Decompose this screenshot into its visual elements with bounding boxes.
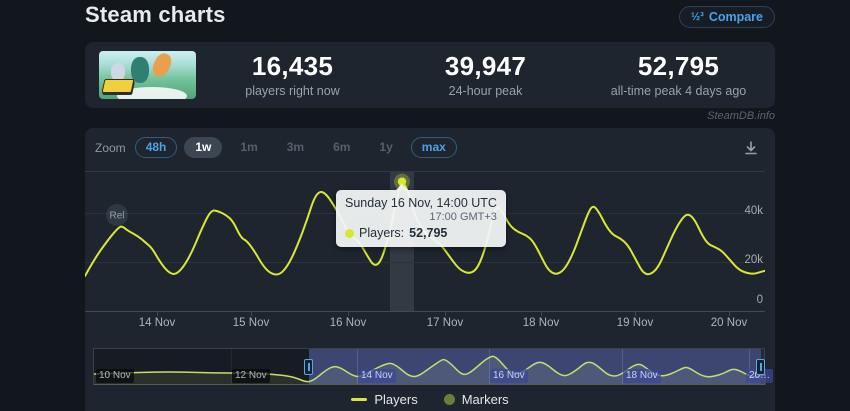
x-axis-label: 18 Nov [522,317,560,329]
stat-current-players: 16,435 players right now [196,51,389,98]
zoom-toolbar: Zoom 48h 1w 1m 3m 6m 1y max [95,137,457,159]
x-axis-label: 17 Nov [426,317,464,329]
y-axis-label: 0 [756,294,763,306]
series-dot-icon [345,228,354,238]
stat-value: 39,947 [444,51,527,82]
chart-panel: Zoom 48h 1w 1m 3m 6m 1y max Rel 40k 20k 0 Sunday… [85,128,775,411]
steamdb-watermark: SteamDB.info [707,110,775,122]
navigator-date-label: 10 Nov [96,369,134,383]
capsule-art [117,87,187,99]
zoom-label: Zoom [95,140,126,155]
legend-item-markers[interactable]: Markers [443,392,509,407]
x-axis-label: 15 Nov [232,317,270,329]
y-axis-label: 40k [744,205,763,217]
tooltip-localtime: 17:00 GMT+3 [429,211,497,223]
stat-label: players right now [245,83,340,98]
stat-value: 16,435 [251,51,334,82]
navigator-left-handle[interactable] [304,359,313,375]
tooltip-date: Sunday 16 Nov, 14:00 UTC [345,196,497,210]
capsule-art [149,51,175,80]
range-navigator[interactable]: 10 Nov 12 Nov 14 Nov 16 Nov 18 Nov 20… [93,348,774,385]
tooltip-series-label: Players: [359,226,405,240]
legend-label: Markers [461,392,509,407]
zoom-button-1y[interactable]: 1y [379,140,393,154]
capsule-art [131,57,149,83]
zoom-button-3m[interactable]: 3m [286,140,305,154]
page-title: Steam charts [85,2,226,27]
stat-label: 24-hour peak [448,83,523,98]
x-axis-label: 16 Nov [329,317,367,329]
download-icon [745,141,757,155]
zoom-button-1m[interactable]: 1m [240,140,258,154]
download-chart-button[interactable] [743,140,759,156]
legend-label: Players [374,392,418,407]
tooltip-players-value: 52,795 [409,226,448,240]
tooltip-arrow [396,184,408,190]
legend-item-players[interactable]: Players [351,392,418,407]
navigator-date-label: 18 Nov [623,369,661,383]
zoom-button-6m[interactable]: 6m [333,140,351,154]
markers-dot-icon [443,394,455,405]
capsule-art [111,63,125,81]
navigator-date-label: 12 Nov [232,369,270,383]
stat-label: all-time peak 4 days ago [610,83,747,98]
capsule-game-logo [101,79,135,93]
stat-alltime-peak: 52,795 all-time peak 4 days ago [582,51,775,98]
x-axis-label: 19 Nov [616,317,654,329]
navigator-date-label: 14 Nov [358,369,396,383]
navigator-date-label: 16 Nov [490,369,528,383]
compare-icon: ½³ [690,10,704,23]
stats-panel: 16,435 players right now 39,947 24-hour … [85,42,775,108]
stat-value: 52,795 [637,51,720,82]
navigator-right-handle[interactable] [756,359,765,375]
chart-tooltip: Sunday 16 Nov, 14:00 UTC 17:00 GMT+3 Pla… [336,184,506,247]
zoom-button-48h[interactable]: 48h [134,137,178,159]
y-axis-label: 20k [744,254,763,266]
stat-24h-peak: 39,947 24-hour peak [389,51,582,98]
game-capsule-image[interactable] [99,51,196,99]
release-marker: Rel [109,211,124,222]
compare-button[interactable]: ½³ Compare [678,6,775,28]
zoom-button-1w[interactable]: 1w [184,137,223,159]
tooltip-players-row: Players: 52,795 [345,226,497,240]
x-axis-label: 14 Nov [138,317,176,329]
chart-legend: Players Markers [85,392,775,407]
compare-button-label: Compare [708,10,763,24]
players-line-icon [351,398,368,401]
zoom-button-max[interactable]: max [410,137,457,159]
x-axis-label: 20 Nov [710,317,748,329]
